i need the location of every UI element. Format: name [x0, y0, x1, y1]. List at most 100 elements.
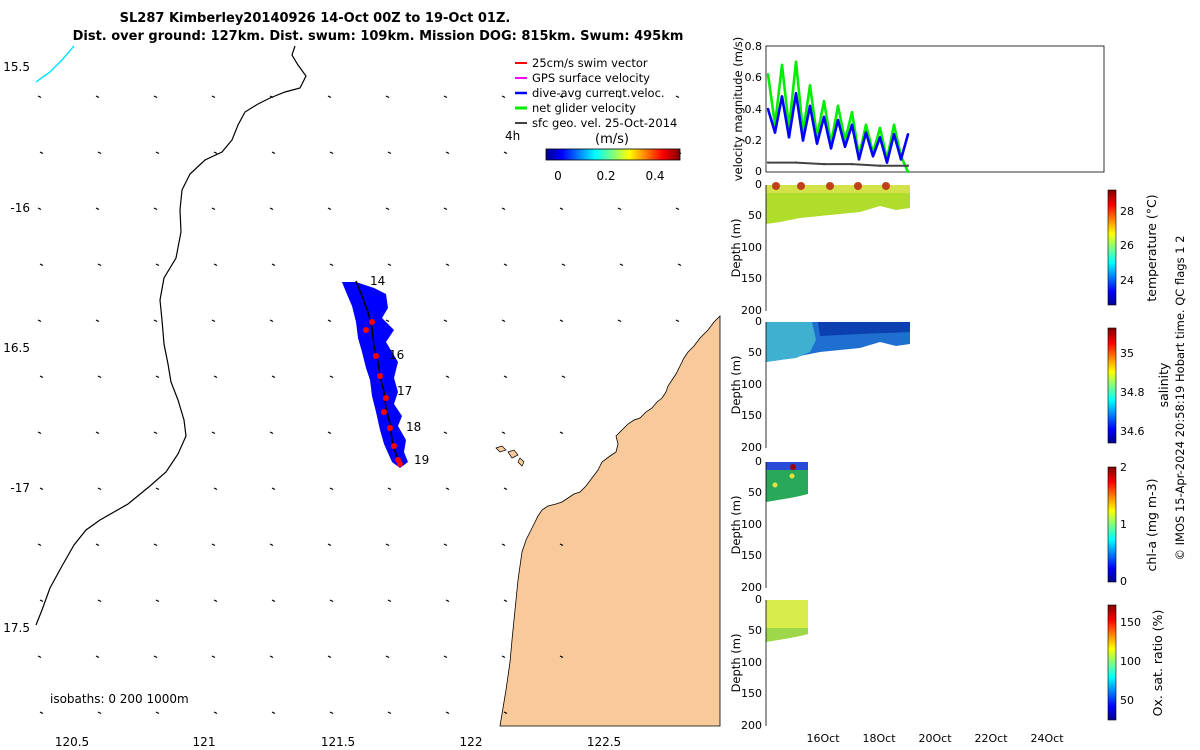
velocity-arrow: [327, 543, 332, 547]
velocity-arrow: [155, 599, 160, 603]
temperature-warm-spot: [826, 182, 834, 190]
velocity-arrow: [445, 375, 450, 379]
velocity-arrow: [445, 487, 450, 491]
salinity-light-region: [766, 322, 816, 362]
map-x-axis: 120.5 121 121.5 122 122.5: [55, 735, 621, 749]
velocity-arrow: [503, 151, 508, 155]
velocity-point: [766, 73, 770, 76]
velocity-arrow: [503, 599, 508, 603]
chla-frame: [766, 462, 1104, 588]
velocity-ytick: 0.6: [745, 71, 763, 84]
depth-ylabel: Depth (m): [729, 219, 743, 278]
velocity-arrow: [211, 207, 216, 211]
velocity-arrow: [617, 207, 622, 211]
swim-vector-dot: [397, 461, 403, 467]
swim-vector-dot: [369, 319, 375, 325]
legend-item: GPS surface velocity: [515, 71, 650, 85]
velocity-arrow: [153, 431, 158, 435]
velocity-arrow: [97, 711, 102, 715]
velocity-arrow: [445, 151, 450, 155]
velocity-arrow: [211, 319, 216, 323]
velocity-arrow: [37, 207, 42, 211]
velocity-point: [787, 136, 791, 139]
velocity-arrow: [503, 487, 508, 491]
velocity-arrow: [327, 431, 332, 435]
velocity-series-line: [768, 161, 908, 167]
chla-cbar-ticks: 2 1 0: [1120, 461, 1127, 588]
velocity-arrow: [675, 319, 680, 323]
velocity-arrow: [329, 487, 334, 491]
depth-tick: 100: [741, 378, 762, 391]
velocity-arrow: [327, 95, 332, 99]
velocity-arrow: [155, 711, 160, 715]
depth-ticks: 0 50 100 150 200: [741, 315, 762, 454]
velocity-point: [815, 142, 819, 145]
velocity-ytick: 0.8: [745, 40, 763, 53]
velocity-arrow: [97, 375, 102, 379]
velocity-arrow: [95, 543, 100, 547]
title-line-2: Dist. over ground: 127km. Dist. swum: 10…: [73, 29, 684, 44]
time-label: 4h: [505, 129, 520, 143]
velocity-arrow: [677, 263, 682, 267]
velocity-arrow: [271, 151, 276, 155]
legend-item: sfc geo. vel. 25-Oct-2014: [515, 116, 677, 130]
legend-item: 25cm/s swim vector: [515, 56, 648, 70]
velocity-arrow: [503, 711, 508, 715]
chla-colorbar: [1107, 466, 1117, 583]
map-ytick-label: -17: [10, 481, 30, 495]
velocity-arrow: [501, 655, 506, 659]
legend-label: dive-avg current.veloc.: [532, 86, 665, 100]
velocity-arrow: [39, 711, 44, 715]
salinity-cbar-ticks: 35 34.8 34.6: [1120, 347, 1145, 438]
day-label: 17: [397, 384, 412, 398]
depth-tick: 150: [741, 687, 762, 700]
depth-ylabel: Depth (m): [729, 356, 743, 415]
salinity-dark-band: [818, 322, 910, 336]
velocity-arrow: [97, 599, 102, 603]
time-axis: 16Oct 18Oct 20Oct 22Oct 24Oct: [806, 732, 1064, 745]
map-ytick-label: -16: [10, 201, 30, 215]
temperature-warm-spot: [772, 182, 780, 190]
velocity-arrow: [95, 319, 100, 323]
velocity-arrow: [617, 319, 622, 323]
velocity-point: [885, 161, 889, 164]
swim-vector-dot: [391, 443, 397, 449]
velocity-arrow: [559, 431, 564, 435]
velocity-ylabel: velocity magnitude (m/s): [731, 37, 745, 182]
chla-spot: [790, 464, 796, 470]
velocity-panel: 0 0.2 0.4 0.6 0.8 velocity magnitude (m/…: [731, 37, 1105, 182]
velocity-arrow: [211, 95, 216, 99]
velocity-arrow: [211, 543, 216, 547]
time-tick: 24Oct: [1030, 732, 1064, 745]
velocity-point: [843, 145, 847, 148]
cbar-tick: 28: [1120, 205, 1134, 218]
velocity-arrow: [619, 263, 624, 267]
velocity-arrow: [37, 543, 42, 547]
depth-ylabel: Depth (m): [729, 496, 743, 555]
velocity-arrow: [443, 95, 448, 99]
velocity-arrow: [153, 207, 158, 211]
velocity-arrow: [269, 95, 274, 99]
depth-tick: 100: [741, 241, 762, 254]
legend-label: GPS surface velocity: [532, 71, 650, 85]
velocity-arrow: [327, 655, 332, 659]
velocity-arrow: [329, 375, 334, 379]
velocity-arrow: [385, 543, 390, 547]
map-ytick-label: 15.5: [3, 60, 30, 74]
velocity-arrow: [155, 375, 160, 379]
map-ytick-label: 17.5: [3, 621, 30, 635]
velocity-arrow: [211, 431, 216, 435]
velocity-point: [850, 110, 854, 114]
velocity-point: [857, 158, 861, 161]
time-tick: 22Oct: [974, 732, 1008, 745]
colorbar-tick: 0.2: [596, 169, 615, 183]
swim-vector-dot: [377, 373, 383, 379]
map-y-axis: 15.5 -16 16.5 -17 17.5: [3, 60, 30, 635]
velocity-arrow: [329, 263, 334, 267]
velocity-arrow: [271, 263, 276, 267]
velocity-ytick: 0.2: [745, 134, 763, 147]
title-line-1: SL287 Kimberley20140926 14-Oct 00Z to 19…: [120, 11, 511, 26]
velocity-arrow: [443, 431, 448, 435]
legend-item: dive-avg current.veloc.: [515, 86, 665, 100]
map-xtick-label: 121: [193, 735, 216, 749]
